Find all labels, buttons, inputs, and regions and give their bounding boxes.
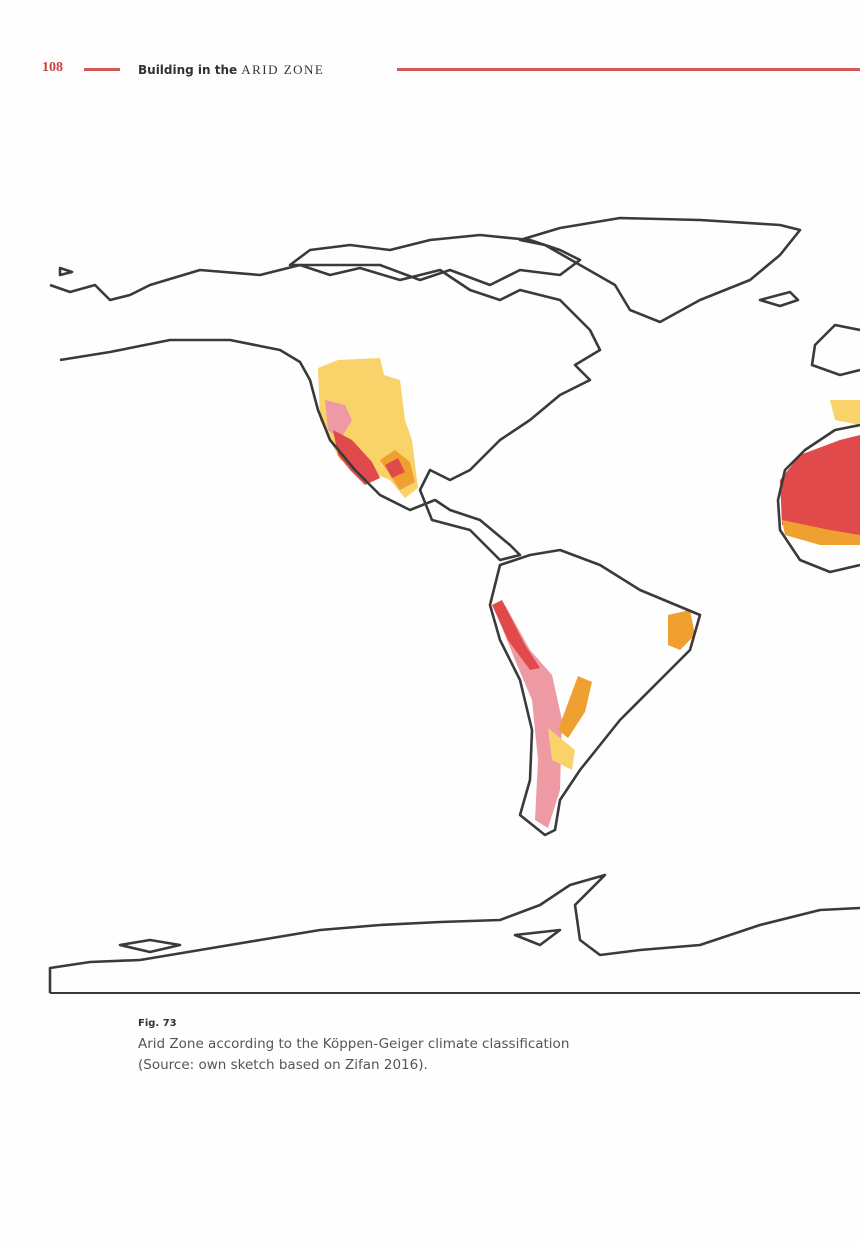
caption-line: (Source: own sketch based on Zifan 2016)… xyxy=(138,1057,428,1073)
arid-region xyxy=(830,400,860,425)
coastline xyxy=(49,263,602,562)
figure-label: Fig. 73 xyxy=(138,1018,177,1029)
page-number: 108 xyxy=(42,60,63,75)
arid-region xyxy=(333,430,380,485)
arid-region xyxy=(492,600,540,670)
coastline xyxy=(288,233,582,287)
coastline xyxy=(488,548,702,837)
coastline xyxy=(776,423,860,574)
coastline xyxy=(518,216,802,324)
coastline xyxy=(48,873,860,993)
arid-region xyxy=(558,676,592,738)
arid-region xyxy=(385,458,405,478)
arid-region xyxy=(325,400,352,440)
running-title-emphasis: ARID ZONE xyxy=(241,62,325,77)
world-map xyxy=(48,216,860,994)
caption-line: Arid Zone according to the Köppen-Geiger… xyxy=(138,1036,570,1052)
arid-region xyxy=(668,610,695,650)
coastline xyxy=(810,323,860,377)
running-title-text: Building in the xyxy=(138,63,238,77)
arid-region xyxy=(495,605,562,828)
coastline xyxy=(58,266,800,308)
figure-caption: Arid Zone according to the Köppen-Geiger… xyxy=(138,1034,569,1076)
arid-region xyxy=(548,728,575,770)
arid-region xyxy=(782,520,860,545)
arid-region xyxy=(780,435,860,540)
coastline xyxy=(118,928,562,954)
header-rule xyxy=(84,68,120,71)
running-title: Building in the ARID ZONE xyxy=(138,62,324,78)
header-rule xyxy=(397,68,860,71)
